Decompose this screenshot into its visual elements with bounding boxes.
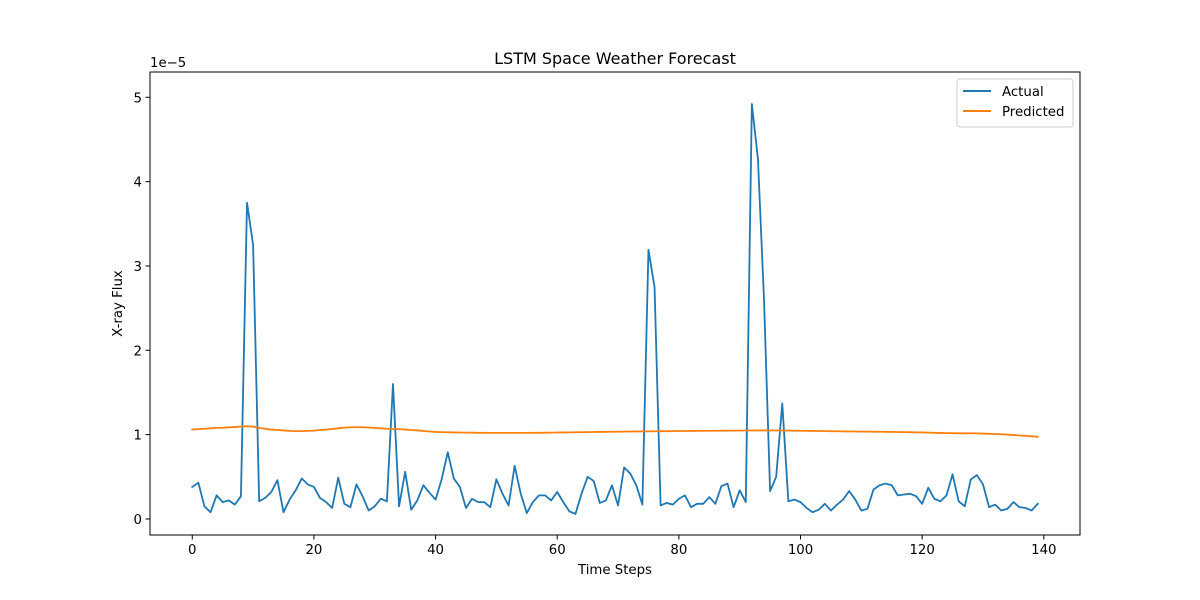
x-tick-label: 60: [549, 543, 566, 558]
legend: Actual Predicted: [956, 78, 1074, 128]
y-axis-ticks: 0 1 2 3 4 5: [134, 91, 150, 528]
y-tick-label: 2: [134, 344, 142, 359]
x-tick-label: 20: [305, 543, 322, 558]
plot-area: [150, 72, 1080, 535]
y-tick-label: 4: [134, 176, 142, 191]
legend-label-predicted: Predicted: [1002, 105, 1064, 120]
y-tick-label: 1: [134, 429, 142, 444]
plot-frame: [149, 71, 1081, 536]
y-tick-label: 0: [134, 513, 142, 528]
x-axis-label: Time Steps: [577, 563, 652, 578]
y-tick-label: 5: [134, 91, 142, 106]
series-line-predicted: [191, 425, 1039, 438]
x-tick-label: 40: [427, 543, 444, 558]
x-tick-label: 0: [188, 543, 196, 558]
chart-title: LSTM Space Weather Forecast: [494, 49, 736, 68]
x-tick-label: 140: [1031, 543, 1056, 558]
series-layer: [191, 103, 1040, 515]
x-tick-label: 100: [788, 543, 813, 558]
x-tick-label: 120: [909, 543, 934, 558]
y-tick-label: 3: [134, 260, 142, 275]
y-offset-label: 1e−5: [150, 56, 186, 71]
x-tick-label: 80: [670, 543, 687, 558]
legend-label-actual: Actual: [1002, 85, 1044, 100]
series-line-actual: [191, 103, 1040, 515]
x-axis-ticks: 0 20 40 60 80 100 120 140: [188, 535, 1057, 558]
y-axis-label: X-ray Flux: [111, 270, 126, 337]
